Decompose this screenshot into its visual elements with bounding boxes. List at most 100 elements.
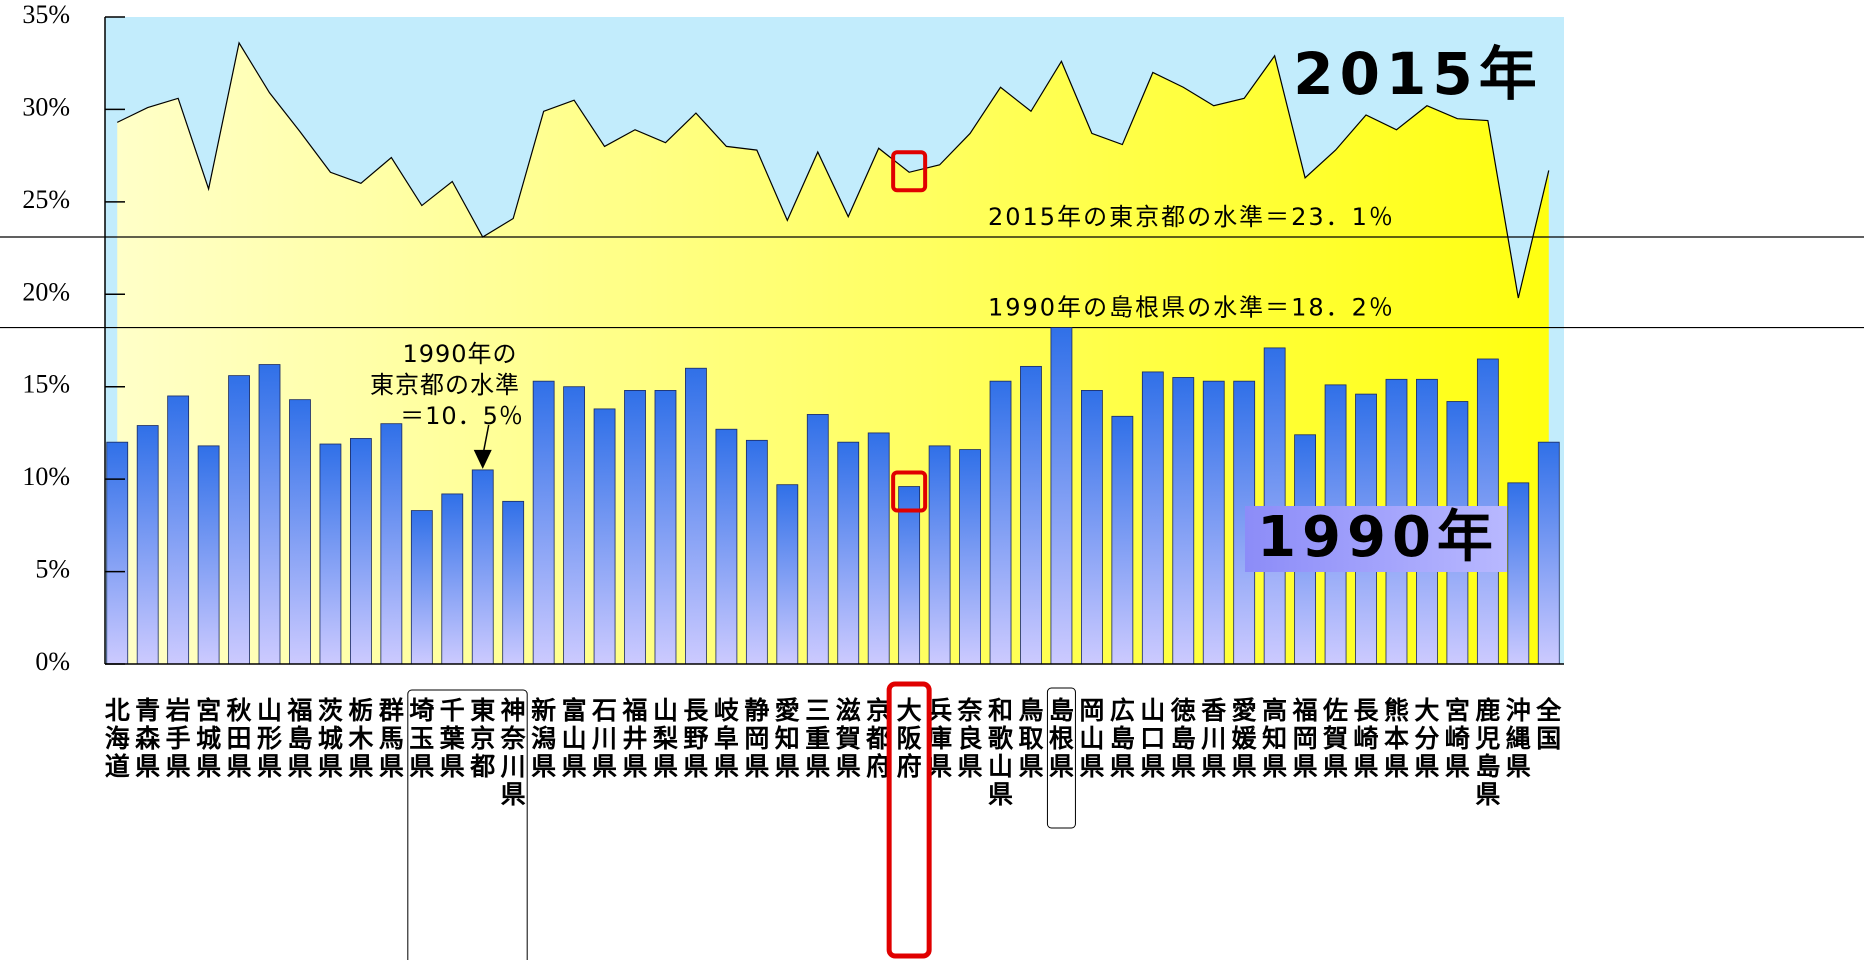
bar <box>1507 482 1530 665</box>
x-tick-char: 全 <box>1535 696 1562 725</box>
annotation: ＝10．5％ <box>400 402 524 430</box>
x-tick-char: 玉 <box>409 724 434 753</box>
x-tick-char: 岡 <box>1293 724 1318 753</box>
x-tick-char: 児 <box>1475 724 1500 753</box>
x-tick-char: 県 <box>1293 752 1318 781</box>
x-tick-char: 青 <box>135 696 160 725</box>
x-tick-char: 縄 <box>1506 724 1531 753</box>
bar <box>867 432 890 665</box>
highlight <box>891 150 928 193</box>
bar <box>837 441 860 665</box>
bar <box>441 493 464 665</box>
x-tick-label: 青森県 <box>135 696 161 781</box>
x-tick-char: 島 <box>287 724 312 753</box>
x-tick-label: 滋賀県 <box>835 696 861 781</box>
x-tick-label: 岐阜県 <box>714 696 740 781</box>
bar <box>289 399 311 665</box>
x-tick-char: 都 <box>469 752 495 781</box>
x-tick-char: 道 <box>105 752 130 781</box>
x-tick-label: 静岡県 <box>744 696 769 781</box>
x-tick-char: 賀 <box>1322 724 1348 753</box>
x-tick-char: 高 <box>1262 696 1287 725</box>
bar <box>624 390 646 665</box>
bar <box>959 449 981 665</box>
reference-label: 2015年の東京都の水準＝23．1％ <box>988 203 1395 231</box>
x-tick-label: 宮城県 <box>196 696 221 781</box>
x-tick-char: 岡 <box>1079 696 1104 725</box>
x-tick-char: 島 <box>1049 696 1074 725</box>
x-tick-char: 田 <box>227 724 252 753</box>
x-tick-char: 県 <box>287 752 312 781</box>
x-tick-char: 大 <box>1414 696 1439 725</box>
y-tick-label: 30% <box>22 92 70 121</box>
x-tick-char: 県 <box>1354 752 1379 781</box>
x-tick-label: 佐賀県 <box>1322 696 1348 781</box>
y-tick-label: 35% <box>22 0 70 29</box>
bar <box>745 439 768 665</box>
x-tick-char: 群 <box>379 696 404 725</box>
x-tick-char: 奈 <box>957 696 984 725</box>
x-tick-label: 徳島県 <box>1170 696 1196 781</box>
x-tick-char: 森 <box>135 724 161 753</box>
x-tick-char: 福 <box>286 696 312 725</box>
bar <box>197 445 220 665</box>
x-tick-char: 府 <box>897 752 922 781</box>
x-tick-char: 県 <box>1110 752 1135 781</box>
x-tick-char: 県 <box>1201 752 1226 781</box>
x-tick-char: 新 <box>531 696 556 725</box>
bar <box>1141 371 1164 665</box>
bar <box>928 445 951 665</box>
x-tick-char: 馬 <box>379 724 404 753</box>
x-tick-char: 県 <box>958 752 983 781</box>
x-tick-label: 山梨県 <box>653 696 678 781</box>
x-tick-char: 歌 <box>988 724 1014 753</box>
x-tick-char: 重 <box>805 724 830 753</box>
x-tick-char: 県 <box>1049 752 1074 781</box>
x-tick-label: 群馬県 <box>379 696 404 781</box>
x-tick-char: 県 <box>348 752 373 781</box>
y-tick-label: 25% <box>22 185 70 214</box>
x-tick-char: 梨 <box>653 724 678 753</box>
x-tick-char: 県 <box>379 752 404 781</box>
x-tick-char: 宮 <box>1445 696 1470 725</box>
x-tick-char: 本 <box>1384 724 1409 753</box>
x-tick-label: 山口県 <box>1140 696 1165 781</box>
x-tick-label: 高知県 <box>1262 696 1287 781</box>
x-tick-char: 神 <box>501 696 526 725</box>
bar <box>258 364 281 665</box>
bar <box>776 484 799 665</box>
x-tick-label: 熊本県 <box>1384 696 1409 781</box>
bar <box>715 428 738 665</box>
x-tick-char: 愛 <box>1232 696 1257 725</box>
x-tick-char: 知 <box>775 724 800 753</box>
x-tick-char: 県 <box>653 752 678 781</box>
x-tick-label: 新潟県 <box>531 696 556 781</box>
x-tick-char: 広 <box>1110 696 1135 725</box>
x-tick-char: 山 <box>653 696 678 725</box>
x-tick-char: 葉 <box>439 724 466 753</box>
x-tick-label: 秋田県 <box>227 696 253 781</box>
x-tick-label: 香川県 <box>1201 696 1226 781</box>
x-tick-label: 北海道 <box>105 696 130 781</box>
x-tick-char: 賀 <box>835 724 861 753</box>
x-tick-char: 県 <box>1475 780 1500 809</box>
x-tick-label: 山形県 <box>257 696 282 781</box>
x-tick-char: 県 <box>623 752 648 781</box>
x-tick-char: 県 <box>988 780 1013 809</box>
x-tick-char: 城 <box>196 724 221 753</box>
x-tick-label: 沖縄県 <box>1506 696 1531 781</box>
x-tick-label: 鳥取県 <box>1018 696 1043 781</box>
bar <box>1111 415 1134 665</box>
x-tick-char: 県 <box>775 752 800 781</box>
x-tick-label: 大阪府 <box>897 696 922 781</box>
x-tick-char: 県 <box>1445 752 1470 781</box>
x-tick-char: 鹿 <box>1475 696 1500 725</box>
x-tick-label: 大分県 <box>1414 696 1439 781</box>
x-tick-char: 埼 <box>409 696 434 725</box>
x-tick-char: 滋 <box>836 696 861 725</box>
x-tick-char: 野 <box>683 724 708 753</box>
x-tick-label: 東京都 <box>469 696 495 781</box>
x-tick-char: 県 <box>836 752 861 781</box>
x-tick-char: 島 <box>1110 724 1135 753</box>
x-tick-label: 長崎県 <box>1354 696 1380 781</box>
